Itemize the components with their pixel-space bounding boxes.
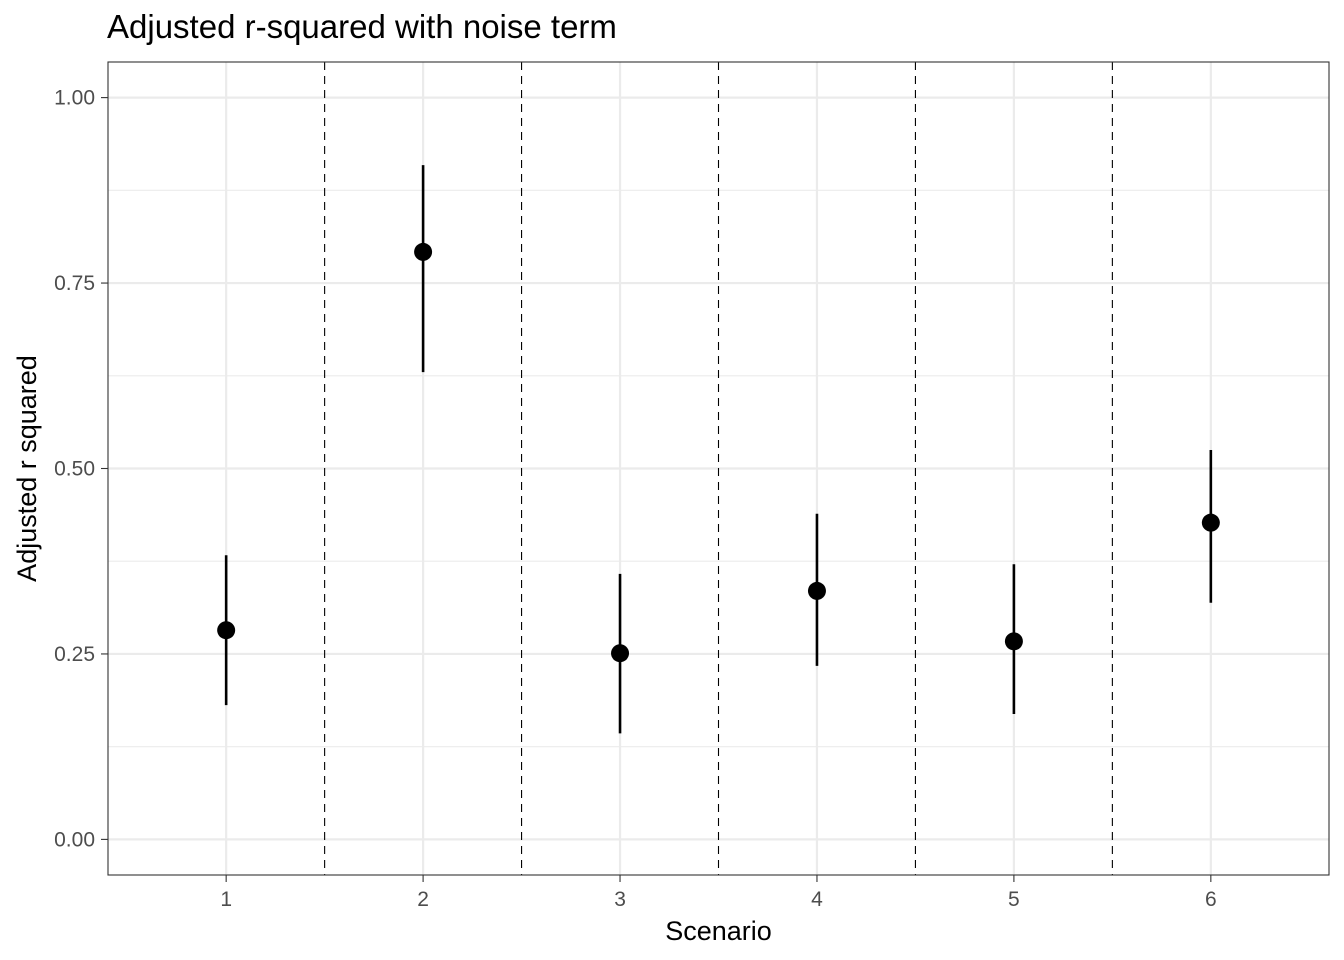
- x-tick-label: 5: [1008, 888, 1020, 911]
- y-axis-ticks: 0.00 0.25 0.50 0.75 1.00: [54, 87, 108, 851]
- x-axis-title: Scenario: [665, 916, 772, 946]
- y-tick-label: 0.25: [54, 643, 95, 666]
- data-point: [807, 581, 826, 600]
- x-tick-label: 1: [220, 888, 232, 911]
- y-tick-label: 0.00: [54, 828, 95, 851]
- data-point: [217, 621, 236, 640]
- y-axis-title: Adjusted r squared: [12, 355, 42, 582]
- x-tick-label: 6: [1205, 888, 1217, 911]
- data-points: [217, 242, 1220, 663]
- data-point: [1201, 513, 1220, 532]
- y-tick-label: 1.00: [54, 87, 95, 110]
- x-tick-label: 4: [811, 888, 823, 911]
- scenario-separators: [324, 62, 1113, 875]
- chart-title: Adjusted r-squared with noise term: [107, 8, 617, 45]
- x-axis-ticks: 1 2 3 4 5 6: [220, 875, 1217, 911]
- x-tick-label: 3: [614, 888, 626, 911]
- y-tick-label: 0.75: [54, 272, 95, 295]
- y-tick-label: 0.50: [54, 458, 95, 481]
- x-tick-label: 2: [417, 888, 429, 911]
- data-point: [1004, 632, 1023, 651]
- data-point: [611, 644, 630, 663]
- data-point: [414, 242, 433, 261]
